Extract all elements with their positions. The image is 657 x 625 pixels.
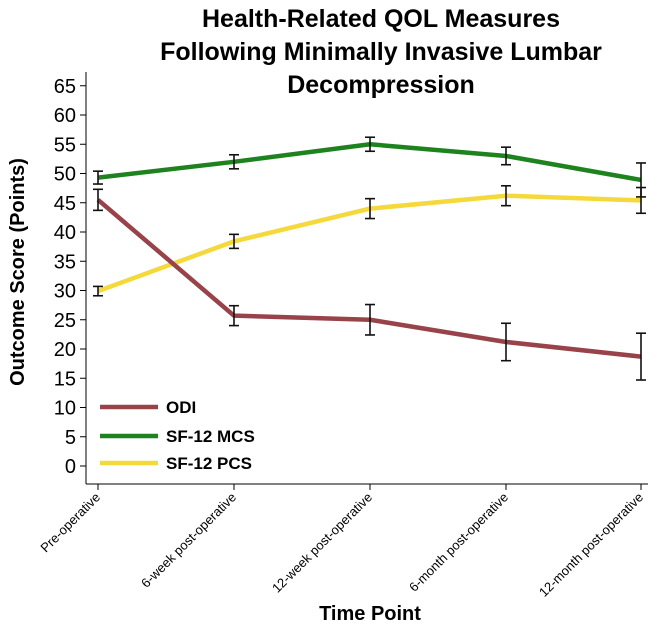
error-bar-sf-12-mcs: [93, 170, 103, 185]
error-bar-sf-12-mcs: [229, 153, 239, 170]
y-tick-label: 25: [54, 310, 76, 332]
error-bar-odi: [365, 303, 375, 336]
x-ticks: Pre-operative 6-week post-operative 12-wee…: [37, 484, 646, 600]
error-bar-sf-12-mcs: [365, 136, 375, 153]
y-axis-label: Outcome Score (Points): [7, 158, 29, 386]
x-tick-label: Pre-operative: [37, 490, 103, 556]
title-line-2: Following Minimally Invasive Lumbar: [160, 38, 602, 66]
error-bar-sf-12-pcs: [501, 184, 511, 207]
x-tick-label: 6-week post-operative: [138, 490, 239, 591]
series-lines: [93, 136, 646, 381]
title-line-1: Health-Related QOL Measures: [202, 5, 560, 33]
axes: [85, 72, 648, 485]
y-tick-label: 5: [65, 427, 76, 449]
x-tick-label: 12-week post-operative: [269, 490, 375, 596]
error-bar-sf-12-pcs: [636, 186, 646, 215]
legend-label-odi: ODI: [166, 398, 196, 417]
y-tick-label: 10: [54, 398, 76, 420]
error-bar-odi: [636, 332, 646, 381]
y-tick-label: 0: [65, 456, 76, 478]
error-bar-sf-12-pcs: [365, 197, 375, 220]
x-tick-label: 6-month post-operative: [406, 490, 511, 595]
y-tick-label: 15: [54, 368, 76, 390]
x-axis-label: Time Point: [319, 603, 421, 625]
y-ticks: 0 5 10 15 20 25 30 35 40 45 50 55 60 65: [54, 76, 86, 478]
error-bar-odi: [93, 188, 103, 212]
y-tick-label: 50: [54, 164, 76, 186]
y-tick-label: 20: [54, 339, 76, 361]
y-tick-label: 40: [54, 222, 76, 244]
chart-title: Health-Related QOL Measures Following Mi…: [160, 5, 602, 99]
y-tick-label: 35: [54, 251, 76, 273]
y-tick-label: 55: [54, 134, 76, 156]
error-bar-odi: [501, 322, 511, 362]
legend-label-sf-12-pcs: SF-12 PCS: [166, 454, 252, 473]
legend: ODI SF-12 MCS SF-12 PCS: [100, 398, 255, 473]
x-tick-label: 12-month post-operative: [536, 490, 646, 600]
title-line-3: Decompression: [287, 71, 475, 99]
error-bar-sf-12-mcs: [501, 146, 511, 166]
y-tick-label: 65: [54, 76, 76, 98]
error-bar-sf-12-pcs: [93, 285, 103, 297]
error-bar-odi: [229, 304, 239, 327]
y-tick-label: 30: [54, 281, 76, 303]
y-tick-label: 45: [54, 193, 76, 215]
error-bar-sf-12-pcs: [229, 233, 239, 250]
y-tick-label: 60: [54, 105, 76, 127]
legend-label-sf-12-mcs: SF-12 MCS: [166, 427, 255, 446]
